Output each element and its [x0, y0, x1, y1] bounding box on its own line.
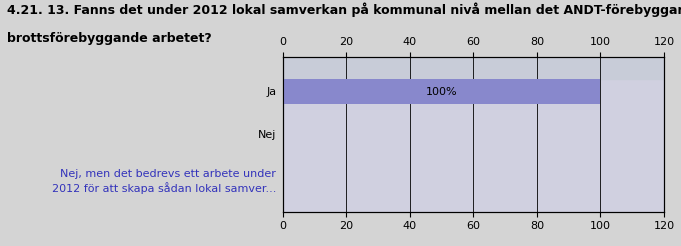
- Text: 100%: 100%: [426, 87, 458, 96]
- Text: 4.21. 13. Fanns det under 2012 lokal samverkan på kommunal nivå mellan det ANDT-: 4.21. 13. Fanns det under 2012 lokal sam…: [7, 2, 681, 17]
- Text: brottsförebyggande arbetet?: brottsförebyggande arbetet?: [7, 32, 212, 45]
- Text: Nej: Nej: [258, 130, 276, 140]
- Text: Nej, men det bedrevs ett arbete under: Nej, men det bedrevs ett arbete under: [61, 169, 276, 179]
- Bar: [283, 57, 664, 79]
- Bar: [283, 79, 601, 104]
- Text: Ja: Ja: [266, 87, 276, 96]
- Text: 2012 för att skapa sådan lokal samver...: 2012 för att skapa sådan lokal samver...: [52, 183, 276, 194]
